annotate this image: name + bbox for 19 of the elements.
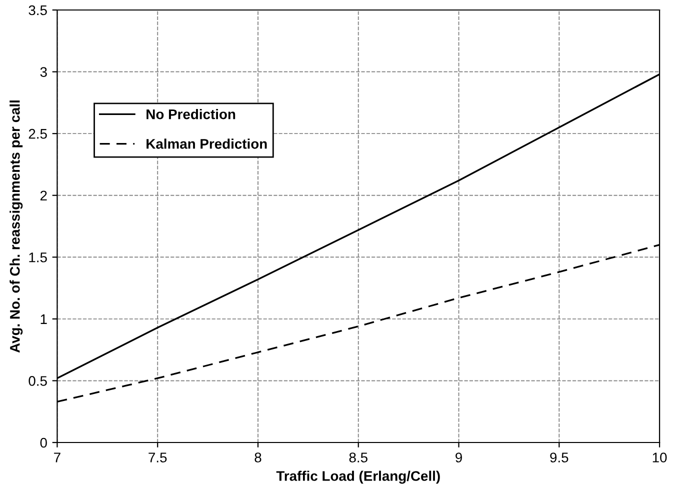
y-tick-label: 1 (40, 314, 47, 324)
legend-label: Kalman Prediction (146, 138, 267, 149)
x-tick-label: 7 (54, 452, 60, 462)
y-tick-label: 3 (40, 67, 47, 77)
y-tick-label: 3.5 (28, 5, 47, 16)
y-tick-label: 2 (40, 190, 47, 200)
x-tick-label: 8 (254, 452, 262, 462)
y-tick-label: 0 (40, 438, 47, 448)
legend-label: No Prediction (146, 109, 236, 120)
y-tick-label: 2.5 (28, 128, 47, 139)
y-tick-label: 0.5 (28, 376, 47, 386)
x-tick-label: 8.5 (349, 452, 368, 462)
x-tick-label: 7.5 (148, 452, 167, 462)
x-axis-title: Traffic Load (Erlang/Cell) (276, 470, 440, 484)
y-axis-title: Avg. No. of Ch. reassignments per call (10, 100, 23, 353)
x-tick-label: 9.5 (550, 452, 568, 462)
x-tick-label: 9 (456, 452, 462, 462)
x-tick-label: 10 (652, 452, 667, 462)
y-tick-label: 1.5 (29, 252, 47, 262)
